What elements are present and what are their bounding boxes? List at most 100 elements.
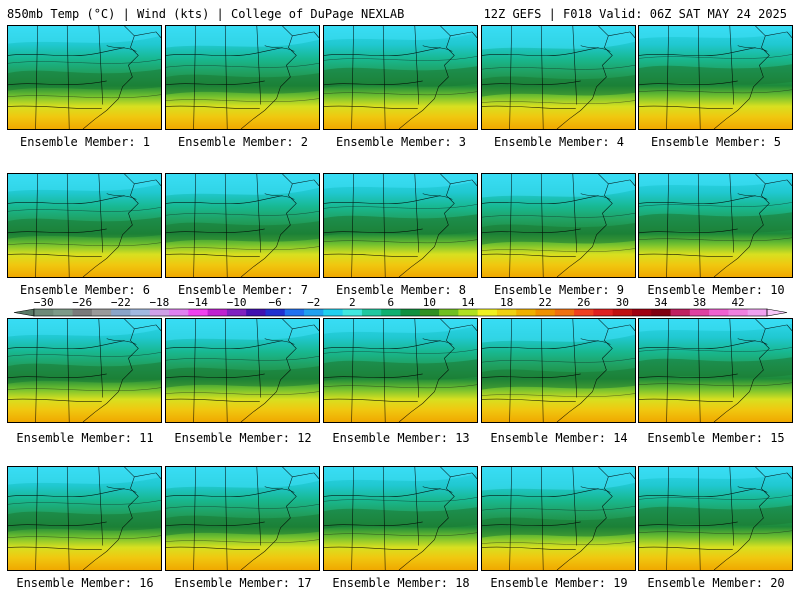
member-prefix: Ensemble Member: <box>332 431 456 445</box>
member-number: 14 <box>613 431 628 445</box>
colorbar-swatch <box>53 309 74 316</box>
colorbar-swatch <box>149 309 170 316</box>
colorbar-swatch <box>477 309 498 316</box>
ensemble-map-panel-7 <box>165 173 320 278</box>
member-prefix: Ensemble Member: <box>647 283 771 297</box>
colorbar-swatch <box>612 309 633 316</box>
member-prefix: Ensemble Member: <box>490 576 614 590</box>
colorbar-tick-label: 18 <box>500 296 513 309</box>
header-run-info: 12Z GEFS | F018 Valid: 06Z SAT MAY 24 20… <box>483 7 787 21</box>
colorbar-tick-label: −2 <box>307 296 320 309</box>
member-prefix: Ensemble Member: <box>177 135 301 149</box>
ensemble-map-panel-3 <box>323 25 478 130</box>
colorbar-swatch <box>651 309 672 316</box>
member-number: 15 <box>770 431 785 445</box>
colorbar-swatch <box>728 309 749 316</box>
ensemble-map-panel-11 <box>7 318 162 423</box>
member-number: 6 <box>142 283 151 297</box>
ensemble-member-label: Ensemble Member: 17 <box>164 576 322 590</box>
colorbar-tick-label: 26 <box>577 296 590 309</box>
ensemble-map-panel-5 <box>638 25 793 130</box>
colorbar-swatch <box>91 309 112 316</box>
colorbar-swatch <box>130 309 151 316</box>
member-prefix: Ensemble Member: <box>16 431 140 445</box>
ensemble-member-label: Ensemble Member: 4 <box>480 135 638 149</box>
colorbar-tick-label: 22 <box>539 296 552 309</box>
ensemble-member-label: Ensemble Member: 19 <box>480 576 638 590</box>
colorbar-swatch <box>381 309 401 316</box>
ensemble-map-panel-15 <box>638 318 793 423</box>
member-prefix: Ensemble Member: <box>174 431 298 445</box>
ensemble-member-label: Ensemble Member: 13 <box>322 431 480 445</box>
ensemble-member-label: Ensemble Member: 12 <box>164 431 322 445</box>
ensemble-map-panel-8 <box>323 173 478 278</box>
colorbar-tick-label: −22 <box>111 296 131 309</box>
member-prefix: Ensemble Member: <box>493 135 617 149</box>
colorbar-swatch <box>342 309 363 316</box>
colorbar-tick-label: 38 <box>693 296 706 309</box>
member-number: 20 <box>770 576 785 590</box>
colorbar-swatch <box>574 309 594 316</box>
ensemble-map-panel-4 <box>481 25 636 130</box>
colorbar-swatch <box>747 309 768 316</box>
ensemble-map-panel-2 <box>165 25 320 130</box>
colorbar-swatch <box>207 309 228 316</box>
member-prefix: Ensemble Member: <box>174 576 298 590</box>
ensemble-member-label: Ensemble Member: 20 <box>637 576 795 590</box>
ensemble-member-label: Ensemble Member: 2 <box>164 135 322 149</box>
member-prefix: Ensemble Member: <box>19 283 143 297</box>
member-prefix: Ensemble Member: <box>177 283 301 297</box>
colorbar-tick-label: 30 <box>616 296 629 309</box>
colorbar-swatch <box>400 309 421 316</box>
colorbar-swatch <box>535 309 556 316</box>
colorbar-swatch <box>361 309 382 316</box>
colorbar-swatch <box>496 309 517 316</box>
colorbar-tick-label: 14 <box>461 296 475 309</box>
colorbar-swatch <box>265 309 286 316</box>
ensemble-map-panel-16 <box>7 466 162 571</box>
colorbar-swatch <box>554 309 575 316</box>
colorbar-tick-label: 10 <box>423 296 436 309</box>
member-number: 16 <box>139 576 154 590</box>
colorbar-swatch <box>593 309 614 316</box>
colorbar-svg: −30 −26 −22 −18 −14 −10 −6 −2 2 6 10 14 18 22 26 30 34 38… <box>13 296 788 317</box>
colorbar-swatch <box>72 309 93 316</box>
colorbar-tick-label: −6 <box>268 296 281 309</box>
ensemble-map-panel-18 <box>323 466 478 571</box>
header-title: 850mb Temp (°C) | Wind (kts) | College o… <box>7 7 405 21</box>
colorbar-min-arrow <box>13 308 35 317</box>
member-number: 18 <box>455 576 470 590</box>
colorbar-swatch <box>689 309 710 316</box>
member-number: 9 <box>616 283 625 297</box>
ensemble-member-label: Ensemble Member: 6 <box>6 283 164 297</box>
colorbar-swatch <box>169 309 189 316</box>
ensemble-map-panel-10 <box>638 173 793 278</box>
member-prefix: Ensemble Member: <box>647 576 771 590</box>
colorbar-swatch <box>111 309 131 316</box>
member-prefix: Ensemble Member: <box>493 283 617 297</box>
colorbar-swatch <box>516 309 537 316</box>
ensemble-map-panel-13 <box>323 318 478 423</box>
member-prefix: Ensemble Member: <box>650 135 774 149</box>
colorbar-swatch <box>246 309 266 316</box>
member-number: 19 <box>613 576 628 590</box>
member-number: 17 <box>297 576 312 590</box>
member-number: 8 <box>458 283 467 297</box>
colorbar-swatch <box>284 309 305 316</box>
member-prefix: Ensemble Member: <box>335 283 459 297</box>
member-number: 7 <box>300 283 309 297</box>
colorbar-swatch <box>226 309 247 316</box>
ensemble-member-label: Ensemble Member: 15 <box>637 431 795 445</box>
member-number: 5 <box>773 135 782 149</box>
colorbar-tick-label: −14 <box>188 296 208 309</box>
member-number: 4 <box>616 135 625 149</box>
ensemble-map-panel-20 <box>638 466 793 571</box>
ensemble-member-label: Ensemble Member: 7 <box>164 283 322 297</box>
ensemble-member-label: Ensemble Member: 1 <box>6 135 164 149</box>
colorbar-swatch <box>458 309 479 316</box>
member-number: 10 <box>770 283 785 297</box>
member-prefix: Ensemble Member: <box>16 576 140 590</box>
colorbar-tick-label: 34 <box>654 296 668 309</box>
colorbar-tick-label: 42 <box>731 296 744 309</box>
colorbar-swatch <box>631 309 652 316</box>
